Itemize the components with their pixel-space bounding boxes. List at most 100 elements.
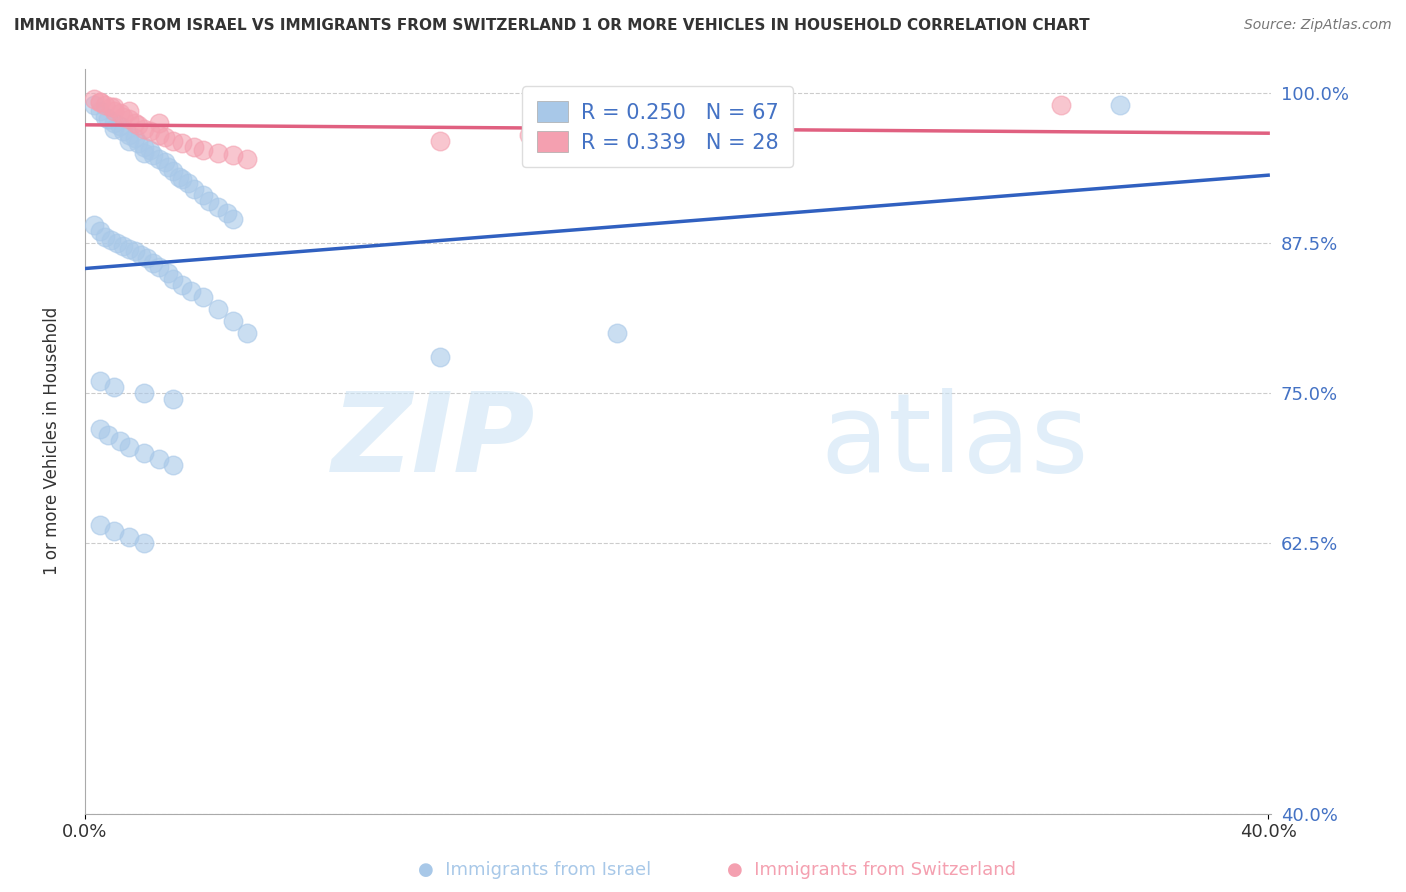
Point	[124, 115, 146, 129]
Point	[110, 434, 132, 448]
Point	[97, 428, 120, 442]
Point	[103, 103, 125, 118]
Point	[148, 152, 170, 166]
Point	[100, 233, 122, 247]
Point	[207, 200, 229, 214]
Point	[129, 248, 152, 262]
Point	[1050, 97, 1073, 112]
Point	[103, 115, 125, 129]
Point	[148, 452, 170, 467]
Point	[103, 380, 125, 394]
Point	[135, 252, 157, 266]
Point	[162, 163, 184, 178]
Point	[132, 121, 155, 136]
Point	[207, 301, 229, 316]
Point	[89, 374, 111, 388]
Text: IMMIGRANTS FROM ISRAEL VS IMMIGRANTS FROM SWITZERLAND 1 OR MORE VEHICLES IN HOUS: IMMIGRANTS FROM ISRAEL VS IMMIGRANTS FRO…	[14, 18, 1090, 33]
Point	[94, 229, 117, 244]
Point	[89, 95, 111, 110]
Y-axis label: 1 or more Vehicles in Household: 1 or more Vehicles in Household	[44, 307, 60, 575]
Point	[183, 182, 205, 196]
Point	[162, 134, 184, 148]
Point	[180, 284, 202, 298]
Point	[221, 148, 243, 162]
Point	[132, 386, 155, 401]
Point	[142, 148, 165, 162]
Point	[1109, 97, 1132, 112]
Point	[177, 176, 200, 190]
Point	[89, 95, 111, 110]
Point	[207, 145, 229, 160]
Point	[103, 121, 125, 136]
Point	[83, 218, 105, 232]
Point	[215, 205, 238, 219]
Point	[100, 100, 122, 114]
Point	[148, 260, 170, 274]
Point	[142, 256, 165, 270]
Point	[156, 160, 179, 174]
Point	[118, 134, 141, 148]
Point	[94, 97, 117, 112]
Point	[89, 518, 111, 533]
Point	[127, 136, 149, 150]
Point	[105, 235, 128, 250]
Point	[89, 224, 111, 238]
Point	[132, 139, 155, 153]
Text: ●  Immigrants from Switzerland: ● Immigrants from Switzerland	[727, 861, 1017, 879]
Text: atlas: atlas	[820, 387, 1088, 494]
Point	[89, 103, 111, 118]
Point	[191, 187, 214, 202]
Point	[153, 130, 176, 145]
Point	[83, 97, 105, 112]
Point	[198, 194, 221, 208]
Point	[153, 155, 176, 169]
Point	[103, 100, 125, 114]
Point	[89, 422, 111, 436]
Point	[162, 272, 184, 286]
Point	[172, 277, 194, 292]
Point	[112, 110, 135, 124]
Point	[236, 326, 259, 340]
Point	[429, 350, 451, 364]
Point	[429, 134, 451, 148]
Point	[517, 128, 540, 142]
Point	[191, 143, 214, 157]
Point	[118, 530, 141, 544]
Text: Source: ZipAtlas.com: Source: ZipAtlas.com	[1244, 18, 1392, 32]
Point	[97, 112, 120, 126]
Text: ●  Immigrants from Israel: ● Immigrants from Israel	[418, 861, 651, 879]
Point	[118, 440, 141, 454]
Point	[162, 458, 184, 472]
Point	[183, 139, 205, 153]
Point	[112, 124, 135, 138]
Point	[139, 143, 162, 157]
Point	[172, 136, 194, 150]
Point	[118, 242, 141, 256]
Point	[606, 326, 628, 340]
Point	[191, 290, 214, 304]
Point	[156, 266, 179, 280]
Point	[124, 244, 146, 259]
Point	[118, 128, 141, 142]
Point	[132, 446, 155, 460]
Point	[169, 169, 191, 184]
Point	[162, 392, 184, 406]
Point	[132, 145, 155, 160]
Point	[132, 536, 155, 550]
Point	[221, 314, 243, 328]
Point	[127, 118, 149, 132]
Point	[148, 128, 170, 142]
Point	[103, 524, 125, 539]
Point	[118, 103, 141, 118]
Point	[110, 119, 132, 133]
Point	[172, 172, 194, 186]
Point	[83, 91, 105, 105]
Point	[221, 211, 243, 226]
Point	[110, 106, 132, 120]
Point	[236, 152, 259, 166]
Legend: R = 0.250   N = 67, R = 0.339   N = 28: R = 0.250 N = 67, R = 0.339 N = 28	[522, 87, 793, 168]
Point	[124, 131, 146, 145]
Text: ZIP: ZIP	[332, 387, 536, 494]
Point	[112, 239, 135, 253]
Point	[118, 112, 141, 126]
